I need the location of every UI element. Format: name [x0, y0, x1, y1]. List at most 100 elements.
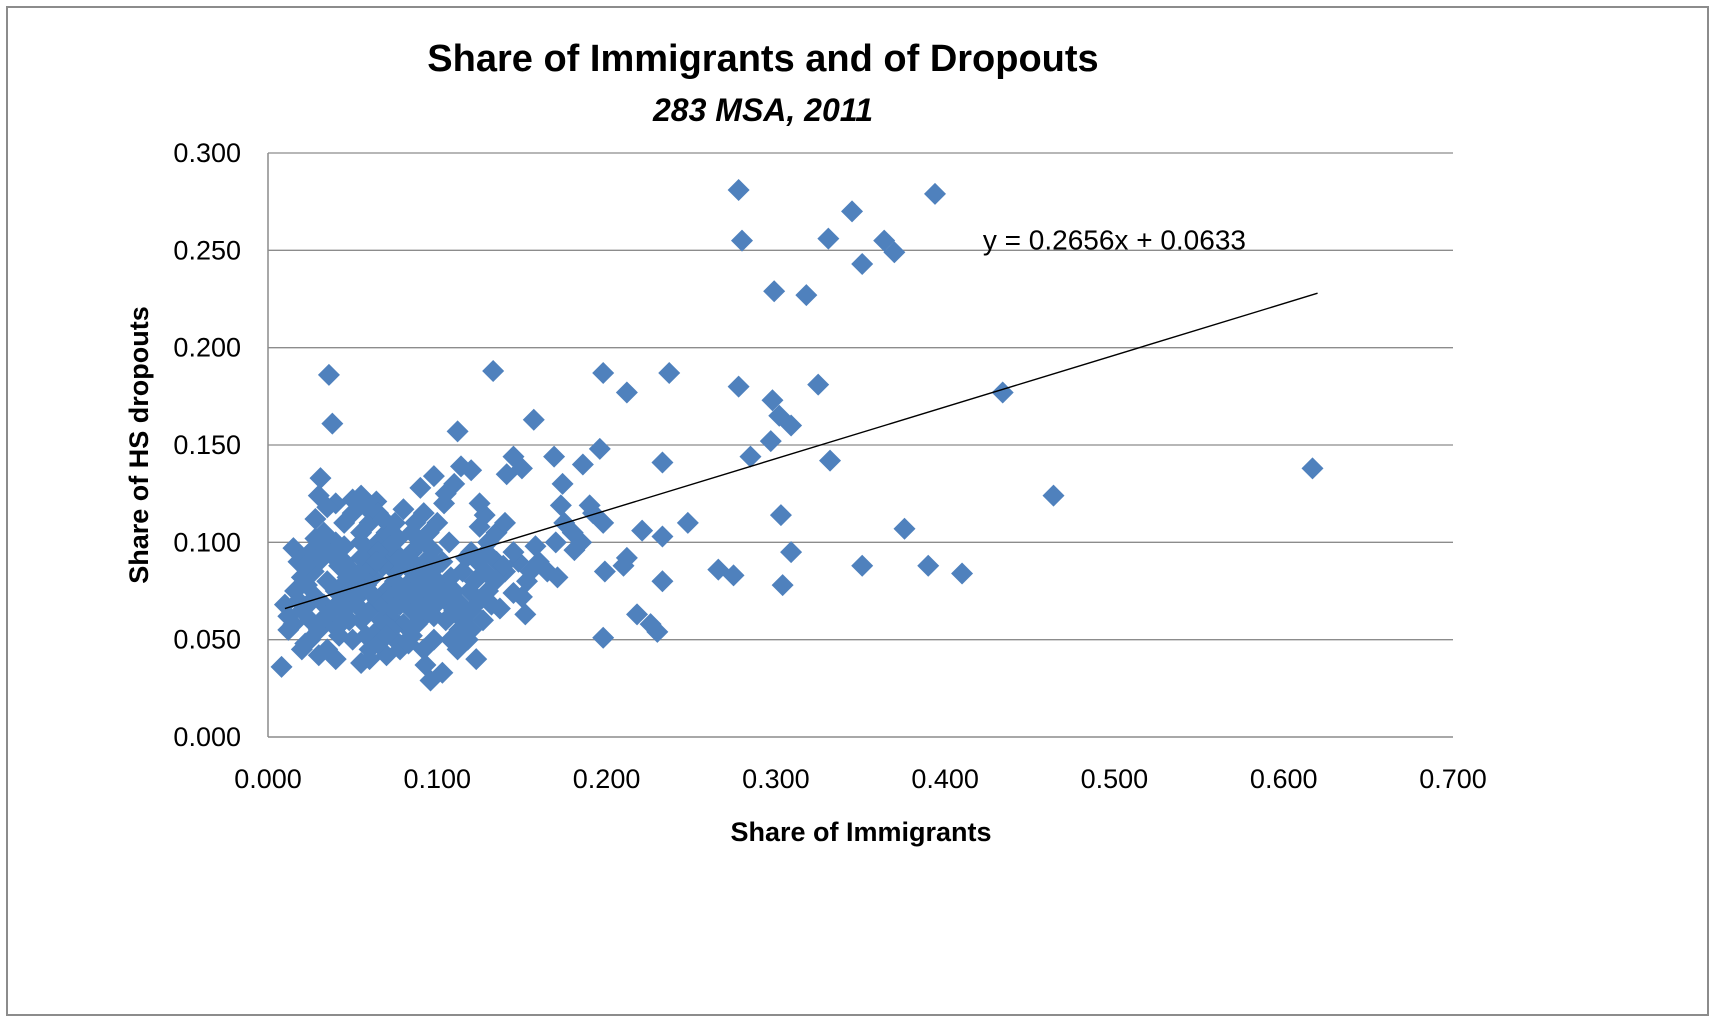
- data-point: [433, 581, 456, 604]
- data-point: [480, 593, 503, 616]
- data-point: [458, 580, 481, 602]
- x-tick-label: 0.600: [1250, 764, 1318, 794]
- x-axis-label: Share of Immigrants: [730, 817, 991, 847]
- chart-title: Share of Immigrants and of Dropouts: [427, 38, 1098, 80]
- data-point: [780, 541, 803, 564]
- data-point: [346, 585, 369, 608]
- data-point: [314, 605, 337, 628]
- data-point: [917, 554, 940, 577]
- data-point: [399, 581, 422, 604]
- data-point: [438, 531, 461, 554]
- x-tick-label: 0.500: [1081, 764, 1149, 794]
- data-point: [290, 638, 313, 661]
- data-point: [651, 525, 674, 548]
- data-point: [468, 492, 491, 515]
- data-point: [284, 580, 307, 602]
- data-point: [549, 494, 572, 517]
- data-point: [510, 457, 533, 480]
- data-point: [316, 570, 339, 593]
- data-point: [431, 550, 454, 573]
- data-point: [502, 541, 525, 564]
- data-point: [612, 554, 635, 577]
- data-point: [524, 535, 547, 558]
- y-axis-label: Share of HS dropouts: [124, 306, 154, 584]
- data-point: [851, 554, 874, 577]
- data-point: [571, 453, 594, 476]
- data-point: [309, 467, 332, 490]
- data-point: [409, 476, 432, 499]
- data-point: [492, 554, 515, 577]
- data-point: [321, 412, 344, 435]
- gridlines: [268, 152, 1453, 641]
- y-tick-labels: 0.000 0.050 0.100 0.150 0.200 0.250 0.300: [173, 138, 241, 752]
- data-points: [270, 178, 1324, 692]
- data-point: [495, 463, 518, 486]
- data-point: [543, 445, 566, 468]
- data-point: [483, 570, 506, 593]
- data-point: [795, 284, 818, 307]
- data-point: [593, 560, 616, 583]
- data-point: [519, 560, 542, 583]
- data-point: [431, 661, 454, 684]
- data-point: [471, 609, 494, 632]
- data-point: [460, 459, 483, 482]
- data-point: [582, 502, 605, 525]
- scatter-chart: Share of Immigrants and of Dropouts 283 …: [124, 38, 1487, 847]
- data-point: [646, 620, 669, 643]
- chart-subtitle: 283 MSA, 2011: [652, 92, 873, 128]
- data-point: [841, 200, 864, 223]
- data-point: [761, 389, 784, 412]
- data-point: [536, 560, 559, 583]
- data-point: [819, 449, 842, 472]
- trendline: [284, 292, 1318, 610]
- data-point: [739, 445, 762, 468]
- data-point: [631, 519, 654, 542]
- data-point: [365, 550, 388, 573]
- data-point: [510, 585, 533, 608]
- data-point: [294, 554, 317, 577]
- x-tick-label: 0.700: [1419, 764, 1487, 794]
- data-point: [348, 562, 371, 585]
- data-point: [951, 562, 974, 585]
- y-tick-label: 0.200: [173, 333, 241, 363]
- data-point: [722, 564, 745, 587]
- data-point: [317, 363, 340, 386]
- data-point: [434, 482, 457, 505]
- data-point: [514, 603, 537, 626]
- data-point: [727, 375, 750, 398]
- x-tick-label: 0.000: [234, 764, 302, 794]
- data-point: [277, 605, 300, 628]
- data-point: [651, 451, 674, 474]
- data-point: [570, 531, 593, 554]
- data-point: [615, 381, 638, 404]
- y-tick-label: 0.050: [173, 625, 241, 655]
- data-point: [324, 492, 347, 515]
- data-point: [475, 541, 498, 564]
- data-point: [759, 430, 782, 453]
- data-point: [416, 566, 439, 589]
- y-tick-label: 0.100: [173, 527, 241, 557]
- data-point: [817, 227, 840, 250]
- data-point: [422, 628, 445, 651]
- x-tick-labels: 0.000 0.100 0.200 0.300 0.400 0.500 0.600 0.700: [234, 764, 1487, 794]
- data-point: [658, 361, 681, 384]
- data-point: [923, 182, 946, 205]
- x-tick-label: 0.100: [403, 764, 471, 794]
- data-point: [592, 361, 615, 384]
- data-point: [807, 373, 830, 396]
- data-point: [350, 531, 373, 554]
- data-point: [991, 381, 1014, 404]
- data-point: [626, 603, 649, 626]
- data-point: [851, 252, 874, 275]
- data-point: [780, 414, 803, 437]
- x-tick-label: 0.300: [742, 764, 810, 794]
- data-point: [551, 472, 574, 495]
- axes: [267, 153, 1453, 738]
- data-point: [392, 498, 415, 521]
- y-tick-label: 0.250: [173, 235, 241, 265]
- y-tick-label: 0.300: [173, 138, 241, 168]
- data-point: [893, 517, 916, 540]
- data-point: [465, 648, 488, 671]
- data-point: [375, 624, 398, 647]
- data-point: [304, 527, 327, 550]
